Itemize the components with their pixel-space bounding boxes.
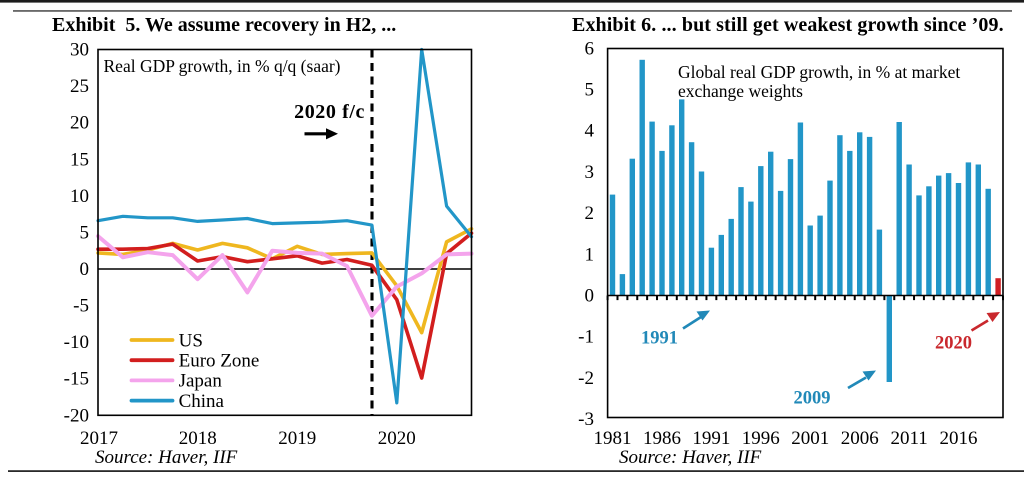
svg-text:2006: 2006 (841, 428, 879, 449)
svg-text:1986: 1986 (643, 428, 681, 449)
svg-text:1981: 1981 (594, 428, 632, 449)
svg-text:2020: 2020 (378, 428, 416, 449)
svg-text:5: 5 (80, 222, 90, 243)
svg-text:-5: -5 (73, 296, 89, 317)
svg-text:-15: -15 (64, 369, 89, 390)
svg-text:2020: 2020 (935, 334, 972, 354)
svg-text:0: 0 (585, 286, 595, 307)
svg-text:20: 20 (70, 113, 89, 134)
svg-text:Source: Haver, IIF: Source: Haver, IIF (619, 447, 762, 468)
svg-text:-20: -20 (64, 405, 89, 426)
svg-text:-3: -3 (578, 409, 594, 430)
svg-text:Global real GDP growth, in % a: Global real GDP growth, in % at market (678, 62, 960, 82)
svg-text:1: 1 (585, 244, 595, 265)
svg-text:-2: -2 (578, 368, 594, 389)
svg-text:0: 0 (80, 259, 90, 280)
svg-text:Source: Haver, IIF: Source: Haver, IIF (95, 447, 238, 468)
svg-text:exchange weights: exchange weights (678, 81, 803, 101)
svg-text:10: 10 (70, 186, 89, 207)
svg-text:4: 4 (585, 121, 595, 142)
svg-text:-1: -1 (578, 327, 594, 348)
svg-text:1996: 1996 (742, 428, 780, 449)
svg-text:2019: 2019 (278, 428, 316, 449)
svg-text:Exhibit 6. ... but still get w: Exhibit 6. ... but still get weakest gro… (572, 14, 1004, 36)
svg-text:3: 3 (585, 162, 595, 183)
svg-text:1991: 1991 (641, 329, 678, 349)
svg-text:Exhibit 5. We assume recovery: Exhibit 5. We assume recovery in H2, ... (52, 14, 396, 36)
svg-text:China: China (179, 391, 225, 412)
svg-text:5: 5 (585, 80, 595, 101)
svg-text:1991: 1991 (692, 428, 730, 449)
svg-text:6: 6 (585, 38, 595, 59)
svg-text:Real GDP growth, in % q/q (saa: Real GDP growth, in % q/q (saar) (104, 56, 341, 76)
svg-text:2009: 2009 (794, 389, 831, 409)
svg-text:2001: 2001 (791, 428, 829, 449)
svg-text:2016: 2016 (940, 428, 978, 449)
svg-text:15: 15 (70, 149, 89, 170)
svg-text:25: 25 (70, 76, 89, 97)
svg-text:2020 f/c: 2020 f/c (294, 101, 365, 123)
svg-text:2: 2 (585, 203, 595, 224)
svg-text:2018: 2018 (179, 428, 217, 449)
svg-text:US: US (179, 330, 203, 351)
svg-text:2017: 2017 (80, 428, 118, 449)
svg-text:Euro Zone: Euro Zone (179, 351, 260, 372)
svg-text:30: 30 (70, 40, 89, 61)
svg-text:-10: -10 (64, 332, 89, 353)
svg-text:2011: 2011 (890, 428, 927, 449)
svg-text:Japan: Japan (179, 371, 223, 392)
